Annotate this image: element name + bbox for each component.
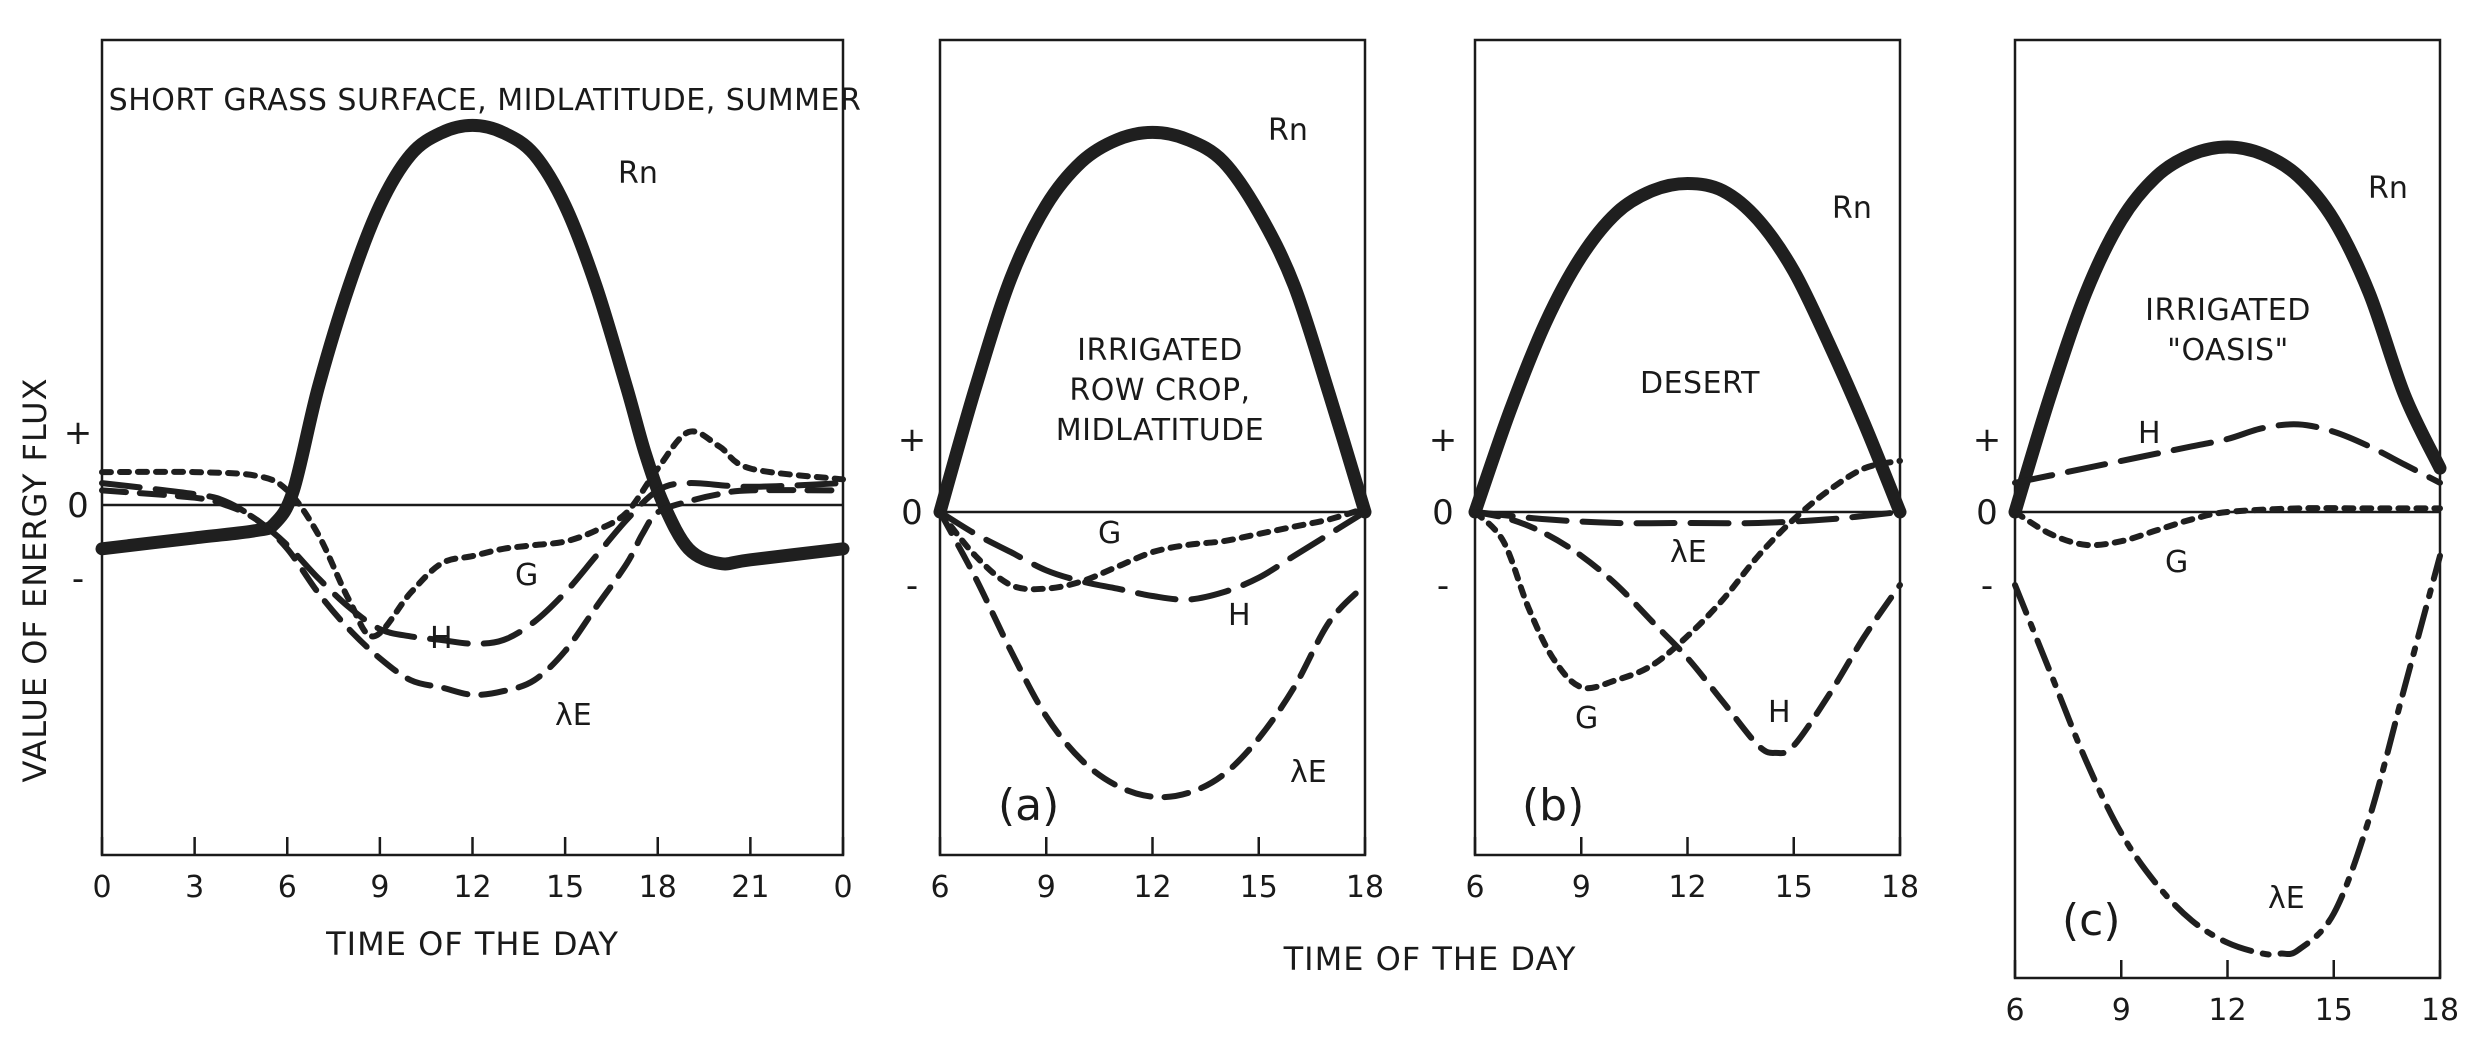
curve-label-g: G xyxy=(1098,516,1121,551)
series-line-g xyxy=(937,505,1368,593)
x-tick-label: 12 xyxy=(1133,870,1171,905)
x-tick-label: 6 xyxy=(278,870,297,905)
y-tick-label: - xyxy=(1981,566,1993,606)
panel-desert: 6 9 12 15 18 +0 - Rn λE G H DESERT (b) xyxy=(1429,38,1919,905)
panel-letter: (c) xyxy=(2062,895,2121,946)
curve-label-rn: Rn xyxy=(2368,171,2408,206)
curve-label-rn: Rn xyxy=(1832,191,1872,226)
x-tick-label: 9 xyxy=(1572,870,1591,905)
curve-label-lambda-e: λE xyxy=(1290,755,1327,790)
y-tick-label: 0 xyxy=(1432,493,1454,533)
y-tick-label: - xyxy=(1437,566,1449,606)
y-tick-label: 0 xyxy=(1976,493,1998,533)
x-tick-label: 6 xyxy=(2005,993,2024,1028)
panel-letter: (a) xyxy=(998,780,1059,831)
x-tick-label: 15 xyxy=(1775,870,1813,905)
x-tick-label: 0 xyxy=(92,870,111,905)
series-line-lambda-e xyxy=(937,509,1368,801)
x-tick-label: 18 xyxy=(1881,870,1919,905)
shared-x-axis-title: TIME OF THE DAY xyxy=(1283,940,1577,978)
x-tick-label: 6 xyxy=(1465,870,1484,905)
y-axis-title: VALUE OF ENERGY FLUX xyxy=(16,377,54,782)
series-line-lambda-e xyxy=(1472,509,1903,527)
panel-title: SHORT GRASS SURFACE, MIDLATITUDE, SUMMER xyxy=(109,83,862,118)
series-line-g xyxy=(99,428,846,640)
y-tick-label: - xyxy=(72,559,84,599)
curve-label-lambda-e: λE xyxy=(2268,881,2305,916)
series-line-h xyxy=(937,509,1368,603)
y-tick-label: - xyxy=(906,566,918,606)
x-tick-label: 18 xyxy=(1346,870,1384,905)
x-tick-label: 21 xyxy=(731,870,769,905)
x-tick-label: 12 xyxy=(453,870,491,905)
series-line-rn xyxy=(2008,140,2447,519)
x-tick-label: 12 xyxy=(2208,993,2246,1028)
series-line-rn xyxy=(933,125,1372,519)
series-line-h xyxy=(2012,421,2443,486)
curve-label-rn: Rn xyxy=(1268,113,1308,148)
panel-irrigated-row-crop: 6 9 12 15 18 +0 - Rn G HλE IRRIGATED ROW CROP, MIDLA… xyxy=(898,38,1384,905)
curve-label-h: H xyxy=(1228,598,1251,633)
curve-label-g: G xyxy=(515,558,538,593)
plot-frame xyxy=(100,38,845,857)
y-tick-label: + xyxy=(64,413,93,453)
series-line-g xyxy=(1472,457,1903,692)
x-tick-label: 9 xyxy=(2112,993,2131,1028)
panel-letter: (b) xyxy=(1522,780,1584,831)
series-line-lambda-e xyxy=(99,487,846,698)
y-tick-label: + xyxy=(1429,420,1458,460)
y-tick-label: + xyxy=(1973,420,2002,460)
panel-short-grass: 0 3 6 9 12 15 18 21 0 +0 - Rn G HλE SHORT GRASS SURFAC… xyxy=(64,38,862,963)
curve-label-g: G xyxy=(1575,701,1598,736)
x-tick-label: 6 xyxy=(930,870,949,905)
curve-label-lambda-e: λE xyxy=(1670,535,1707,570)
curve-label-rn: Rn xyxy=(618,156,658,191)
panel-title: IRRIGATED "OASIS" xyxy=(2145,293,2311,368)
curve-label-h: H xyxy=(2138,416,2161,451)
x-axis-title: TIME OF THE DAY xyxy=(325,925,619,963)
curve-label-h: H xyxy=(1768,695,1791,730)
series-line-g xyxy=(2012,505,2443,549)
x-tick-label: 3 xyxy=(185,870,204,905)
panel-title: DESERT xyxy=(1640,366,1760,401)
curve-label-h: H xyxy=(430,621,453,656)
series-line-rn xyxy=(95,118,850,571)
plot-frame xyxy=(1473,38,1902,857)
curve-label-lambda-e: λE xyxy=(555,698,592,733)
series-line-h xyxy=(1472,509,1903,757)
y-tick-label: 0 xyxy=(67,486,89,526)
x-tick-label: 18 xyxy=(2421,993,2459,1028)
x-tick-label: 12 xyxy=(1668,870,1706,905)
x-tick-label: 0 xyxy=(833,870,852,905)
y-tick-label: 0 xyxy=(901,493,923,533)
x-tick-label: 15 xyxy=(1240,870,1278,905)
series-line-rn xyxy=(1468,177,1907,519)
x-tick-label: 15 xyxy=(2315,993,2353,1028)
y-tick-label: + xyxy=(898,420,927,460)
curve-label-g: G xyxy=(2165,545,2188,580)
panel-title: IRRIGATED ROW CROP, MIDLATITUDE xyxy=(1056,333,1264,448)
panel-irrigated-oasis: 6 9 12 15 18 +0 - Rn H GλE IRRIGATED "OASIS" (c) xyxy=(1973,38,2459,1028)
series-line-lambda-e xyxy=(2012,552,2443,958)
x-tick-label: 15 xyxy=(546,870,584,905)
x-tick-label: 9 xyxy=(370,870,389,905)
x-tick-label: 18 xyxy=(639,870,677,905)
x-tick-label: 9 xyxy=(1037,870,1056,905)
